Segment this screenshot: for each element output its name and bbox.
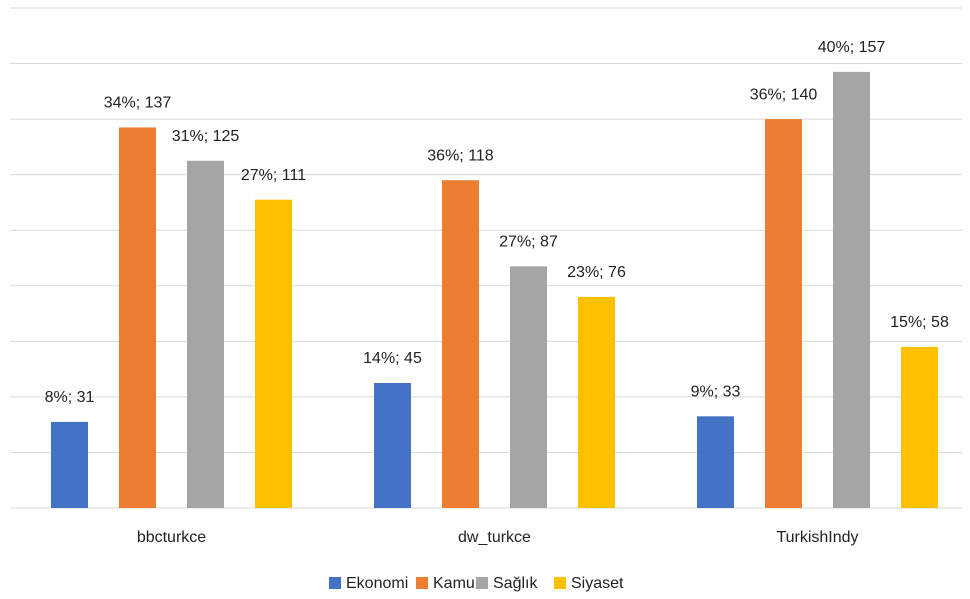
value-label: 8%; 31 [45,389,95,406]
bar [51,421,88,508]
bar [833,71,870,508]
bar [901,346,938,508]
legend-label: Kamu [433,575,475,592]
value-label: 40%; 157 [818,39,886,56]
value-label: 27%; 111 [241,167,306,184]
value-label: 34%; 137 [104,95,172,112]
bar [374,383,411,508]
bar [765,119,802,508]
legend-label: Ekonomi [346,575,408,592]
legend-swatch [416,577,428,589]
bar [578,296,615,508]
value-label: 36%; 118 [427,147,494,164]
legend-label: Siyaset [571,575,624,592]
value-label: 15%; 58 [890,314,949,331]
legend-swatch [554,577,566,589]
value-label: 27%; 87 [499,234,558,251]
value-label: 31%; 125 [172,128,240,145]
legend-swatch [329,577,341,589]
bar [697,416,734,508]
bar [187,160,224,508]
value-label: 36%; 140 [750,86,818,103]
x-tick-label: TurkishIndy [776,529,858,546]
x-tick-label: dw_turkce [458,529,531,546]
bar [442,180,479,508]
value-label: 14%; 45 [363,350,422,367]
bar [119,127,156,508]
x-tick-label: bbcturkce [137,529,206,546]
legend-swatch [476,577,488,589]
bar [510,266,547,508]
bar [255,199,292,508]
legend-label: Sağlık [493,575,538,592]
value-label: 9%; 33 [691,384,741,401]
value-label: 23%; 76 [567,264,626,281]
